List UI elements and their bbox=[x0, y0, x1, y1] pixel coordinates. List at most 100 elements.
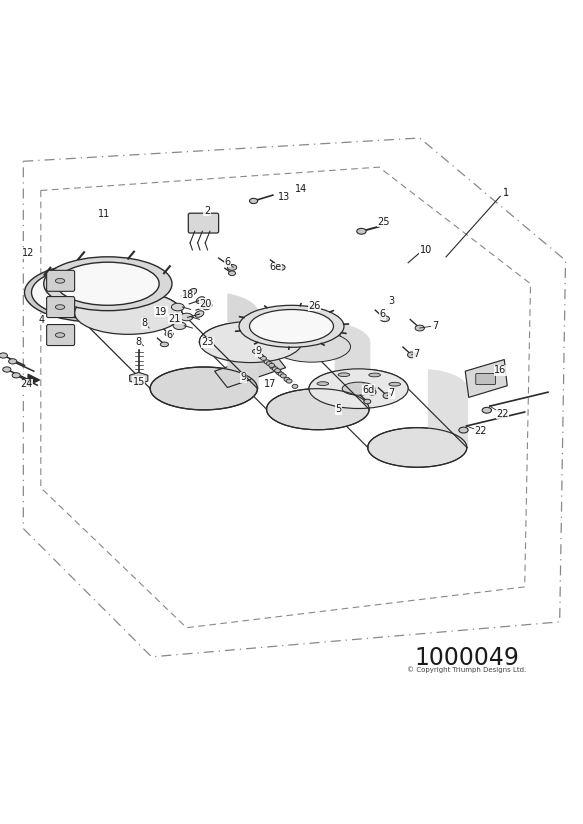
Text: 4: 4 bbox=[39, 315, 45, 325]
Ellipse shape bbox=[277, 265, 285, 270]
Text: 1000049: 1000049 bbox=[414, 646, 519, 670]
FancyBboxPatch shape bbox=[476, 373, 496, 385]
Ellipse shape bbox=[199, 321, 302, 363]
Text: 6: 6 bbox=[380, 309, 385, 319]
Ellipse shape bbox=[269, 363, 275, 368]
Text: 19: 19 bbox=[154, 307, 167, 316]
Ellipse shape bbox=[173, 322, 186, 330]
Text: 26: 26 bbox=[308, 301, 321, 311]
FancyBboxPatch shape bbox=[47, 270, 75, 292]
Text: 15: 15 bbox=[132, 377, 145, 386]
Ellipse shape bbox=[357, 228, 366, 234]
Text: 1: 1 bbox=[503, 188, 509, 198]
Text: 10: 10 bbox=[419, 245, 432, 255]
Ellipse shape bbox=[270, 365, 276, 369]
Ellipse shape bbox=[280, 374, 286, 378]
Text: 21: 21 bbox=[168, 314, 181, 324]
Ellipse shape bbox=[264, 360, 270, 364]
Ellipse shape bbox=[31, 266, 157, 319]
Ellipse shape bbox=[368, 428, 467, 467]
Ellipse shape bbox=[284, 377, 290, 382]
Text: 7: 7 bbox=[389, 388, 395, 398]
Text: 6: 6 bbox=[166, 330, 172, 340]
Ellipse shape bbox=[258, 354, 264, 358]
Ellipse shape bbox=[369, 373, 381, 377]
Ellipse shape bbox=[278, 372, 284, 376]
Ellipse shape bbox=[250, 199, 258, 204]
Polygon shape bbox=[28, 374, 40, 386]
Ellipse shape bbox=[482, 407, 491, 413]
Text: 9: 9 bbox=[241, 372, 247, 382]
Ellipse shape bbox=[24, 263, 164, 322]
Ellipse shape bbox=[55, 333, 65, 337]
Ellipse shape bbox=[252, 349, 258, 353]
Text: 16: 16 bbox=[494, 365, 507, 375]
Ellipse shape bbox=[229, 271, 236, 275]
Polygon shape bbox=[465, 359, 507, 397]
FancyBboxPatch shape bbox=[47, 297, 75, 317]
Text: 22: 22 bbox=[474, 426, 487, 436]
Text: 25: 25 bbox=[377, 217, 390, 227]
Text: © Copyright Triumph Designs Ltd.: © Copyright Triumph Designs Ltd. bbox=[407, 667, 526, 673]
Ellipse shape bbox=[415, 325, 424, 331]
Text: 6d: 6d bbox=[362, 385, 375, 395]
Text: 9: 9 bbox=[256, 346, 262, 356]
Ellipse shape bbox=[342, 382, 375, 396]
Ellipse shape bbox=[275, 368, 280, 372]
Text: 10: 10 bbox=[419, 245, 432, 255]
Text: 11: 11 bbox=[97, 208, 110, 219]
Text: 24: 24 bbox=[20, 379, 33, 389]
Text: 20: 20 bbox=[199, 298, 212, 308]
Ellipse shape bbox=[227, 265, 237, 270]
Ellipse shape bbox=[383, 393, 391, 399]
Ellipse shape bbox=[3, 367, 11, 372]
Ellipse shape bbox=[150, 367, 258, 410]
Text: 8: 8 bbox=[142, 318, 147, 329]
Ellipse shape bbox=[250, 310, 333, 343]
Text: 3: 3 bbox=[389, 297, 395, 307]
Text: 23: 23 bbox=[201, 337, 214, 347]
Ellipse shape bbox=[0, 353, 8, 358]
Polygon shape bbox=[129, 372, 148, 384]
Ellipse shape bbox=[160, 342, 168, 347]
Text: 12: 12 bbox=[22, 248, 34, 259]
Ellipse shape bbox=[55, 305, 65, 309]
Ellipse shape bbox=[309, 369, 408, 409]
Ellipse shape bbox=[188, 288, 196, 295]
Ellipse shape bbox=[75, 292, 182, 335]
Ellipse shape bbox=[368, 389, 376, 395]
Ellipse shape bbox=[44, 257, 172, 311]
Text: 5: 5 bbox=[335, 404, 341, 414]
Text: 17: 17 bbox=[264, 379, 277, 389]
Ellipse shape bbox=[266, 389, 369, 430]
Ellipse shape bbox=[459, 427, 468, 433]
Ellipse shape bbox=[286, 379, 292, 383]
Ellipse shape bbox=[266, 362, 272, 366]
Text: 8: 8 bbox=[136, 337, 142, 347]
Ellipse shape bbox=[195, 311, 204, 317]
Text: 6e: 6e bbox=[269, 262, 281, 273]
Ellipse shape bbox=[9, 358, 17, 364]
Ellipse shape bbox=[380, 316, 389, 321]
Ellipse shape bbox=[408, 352, 416, 358]
Ellipse shape bbox=[203, 303, 212, 310]
Text: 1: 1 bbox=[503, 186, 509, 197]
Text: 18: 18 bbox=[181, 290, 194, 301]
Ellipse shape bbox=[338, 372, 350, 377]
Polygon shape bbox=[215, 351, 286, 387]
Text: 13: 13 bbox=[278, 193, 291, 203]
Ellipse shape bbox=[276, 370, 282, 374]
Ellipse shape bbox=[171, 303, 184, 311]
Text: 6: 6 bbox=[224, 256, 230, 267]
Ellipse shape bbox=[55, 279, 65, 283]
Ellipse shape bbox=[261, 356, 266, 360]
Ellipse shape bbox=[263, 321, 340, 352]
FancyBboxPatch shape bbox=[188, 213, 219, 233]
Text: 7: 7 bbox=[413, 349, 419, 358]
Ellipse shape bbox=[317, 382, 329, 386]
Ellipse shape bbox=[165, 331, 173, 336]
Ellipse shape bbox=[253, 311, 330, 342]
Ellipse shape bbox=[12, 372, 20, 378]
Text: 7: 7 bbox=[432, 321, 438, 330]
Text: 2: 2 bbox=[204, 206, 210, 216]
